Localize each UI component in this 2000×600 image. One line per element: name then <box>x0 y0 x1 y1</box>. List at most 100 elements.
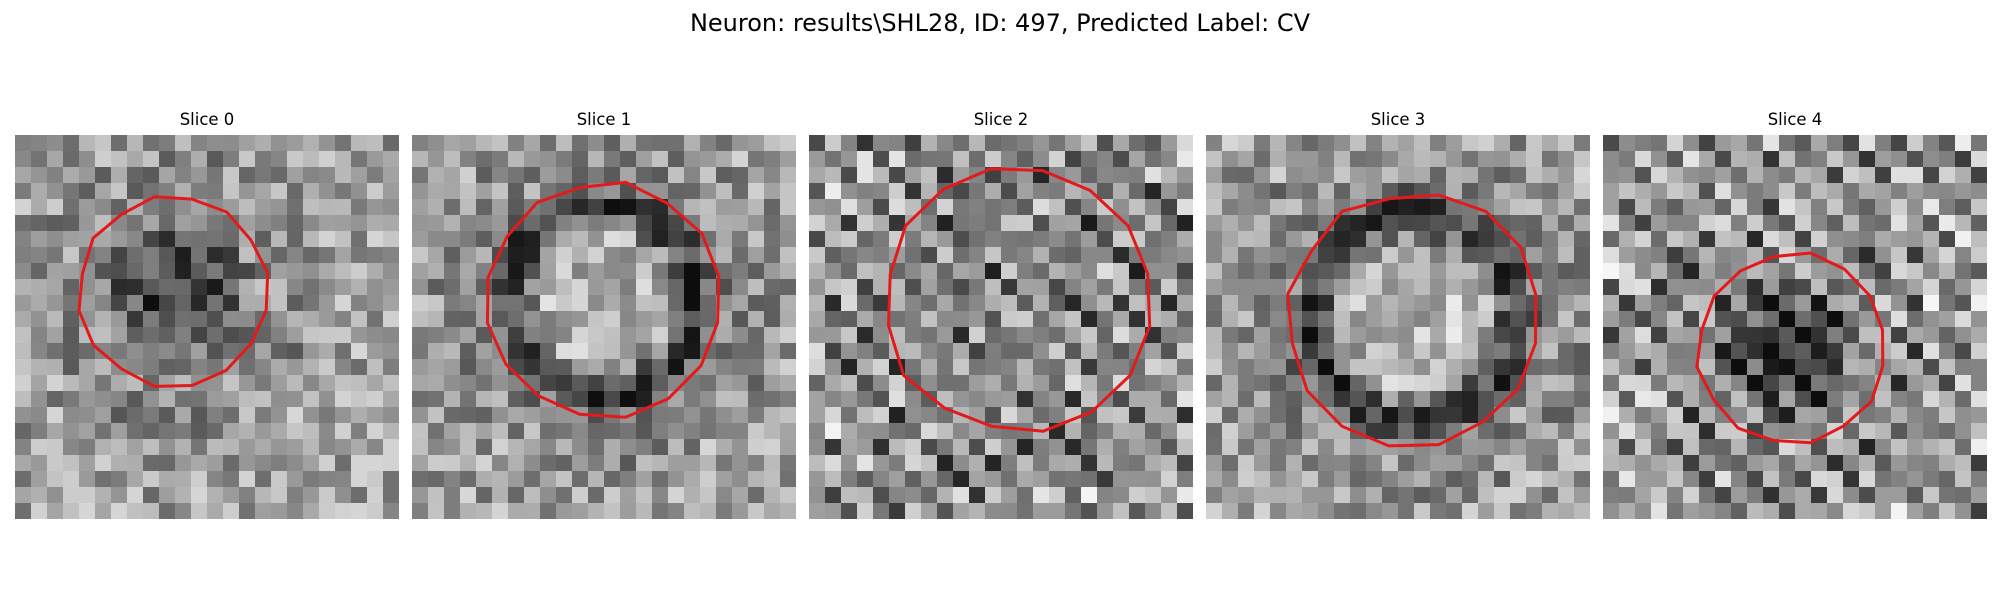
image-pixel <box>15 215 32 232</box>
image-pixel <box>1161 247 1178 264</box>
image-pixel <box>1161 295 1178 312</box>
image-pixel <box>748 135 765 152</box>
image-pixel <box>1923 199 1940 216</box>
image-pixel <box>287 279 304 296</box>
image-pixel <box>1827 359 1844 376</box>
image-pixel <box>937 263 954 280</box>
image-pixel <box>1667 391 1684 408</box>
image-pixel <box>1001 151 1018 168</box>
image-pixel <box>383 199 399 216</box>
image-pixel <box>652 135 669 152</box>
image-pixel <box>732 279 749 296</box>
image-pixel <box>1795 263 1812 280</box>
slice-panel-4: Slice 4 <box>1603 108 1987 519</box>
image-pixel <box>748 343 765 360</box>
image-pixel <box>159 375 176 392</box>
image-pixel <box>1238 215 1255 232</box>
image-pixel <box>1811 471 1828 488</box>
image-pixel <box>1097 423 1114 440</box>
image-pixel <box>383 327 399 344</box>
image-pixel <box>604 343 621 360</box>
image-pixel <box>1081 167 1098 184</box>
image-pixel <box>319 167 336 184</box>
image-pixel <box>191 343 208 360</box>
image-pixel <box>716 311 733 328</box>
image-pixel <box>620 247 637 264</box>
image-pixel <box>412 167 429 184</box>
image-pixel <box>668 295 685 312</box>
image-pixel <box>287 135 304 152</box>
image-pixel <box>1923 471 1940 488</box>
image-pixel <box>572 327 589 344</box>
image-pixel <box>1603 167 1620 184</box>
image-pixel <box>1603 311 1620 328</box>
image-pixel <box>15 279 32 296</box>
image-pixel <box>636 231 653 248</box>
image-pixel <box>95 295 112 312</box>
image-pixel <box>1446 391 1463 408</box>
image-pixel <box>1558 311 1575 328</box>
image-pixel <box>303 311 320 328</box>
image-pixel <box>873 263 890 280</box>
image-pixel <box>271 407 288 424</box>
image-pixel <box>684 391 701 408</box>
image-pixel <box>889 295 906 312</box>
image-pixel <box>684 151 701 168</box>
image-pixel <box>1558 455 1575 472</box>
image-pixel <box>732 167 749 184</box>
image-pixel <box>319 455 336 472</box>
image-pixel <box>764 199 781 216</box>
image-pixel <box>652 503 669 519</box>
image-pixel <box>1651 247 1668 264</box>
image-pixel <box>668 487 685 504</box>
image-pixel <box>1382 135 1399 152</box>
image-pixel <box>383 375 399 392</box>
image-pixel <box>335 343 352 360</box>
image-pixel <box>383 359 399 376</box>
image-pixel <box>31 455 48 472</box>
image-pixel <box>319 327 336 344</box>
image-pixel <box>1001 231 1018 248</box>
image-pixel <box>159 295 176 312</box>
image-pixel <box>1827 215 1844 232</box>
image-pixel <box>1715 231 1732 248</box>
image-pixel <box>985 167 1002 184</box>
image-pixel <box>1827 375 1844 392</box>
image-pixel <box>367 327 384 344</box>
image-pixel <box>1049 407 1066 424</box>
image-pixel <box>1017 295 1034 312</box>
image-pixel <box>1382 247 1399 264</box>
image-pixel <box>1859 423 1876 440</box>
image-pixel <box>1843 375 1860 392</box>
image-pixel <box>1414 423 1431 440</box>
image-pixel <box>508 295 525 312</box>
image-pixel <box>1145 407 1162 424</box>
image-pixel <box>1113 503 1130 519</box>
image-pixel <box>351 295 368 312</box>
image-pixel <box>1795 455 1812 472</box>
image-pixel <box>1891 407 1908 424</box>
image-pixel <box>351 279 368 296</box>
image-pixel <box>905 295 922 312</box>
image-pixel <box>1971 423 1987 440</box>
image-pixel <box>588 151 605 168</box>
image-pixel <box>937 503 954 519</box>
image-pixel <box>748 487 765 504</box>
image-pixel <box>921 279 938 296</box>
image-pixel <box>1033 279 1050 296</box>
image-pixel <box>1238 391 1255 408</box>
image-pixel <box>937 295 954 312</box>
image-pixel <box>668 439 685 456</box>
image-pixel <box>1763 231 1780 248</box>
image-pixel <box>556 487 573 504</box>
image-pixel <box>1574 359 1590 376</box>
image-pixel <box>1635 295 1652 312</box>
image-pixel <box>1811 263 1828 280</box>
image-pixel <box>1286 327 1303 344</box>
image-pixel <box>271 151 288 168</box>
image-pixel <box>1222 391 1239 408</box>
image-pixel <box>492 487 509 504</box>
image-pixel <box>969 183 986 200</box>
image-pixel <box>255 375 272 392</box>
image-pixel <box>303 343 320 360</box>
